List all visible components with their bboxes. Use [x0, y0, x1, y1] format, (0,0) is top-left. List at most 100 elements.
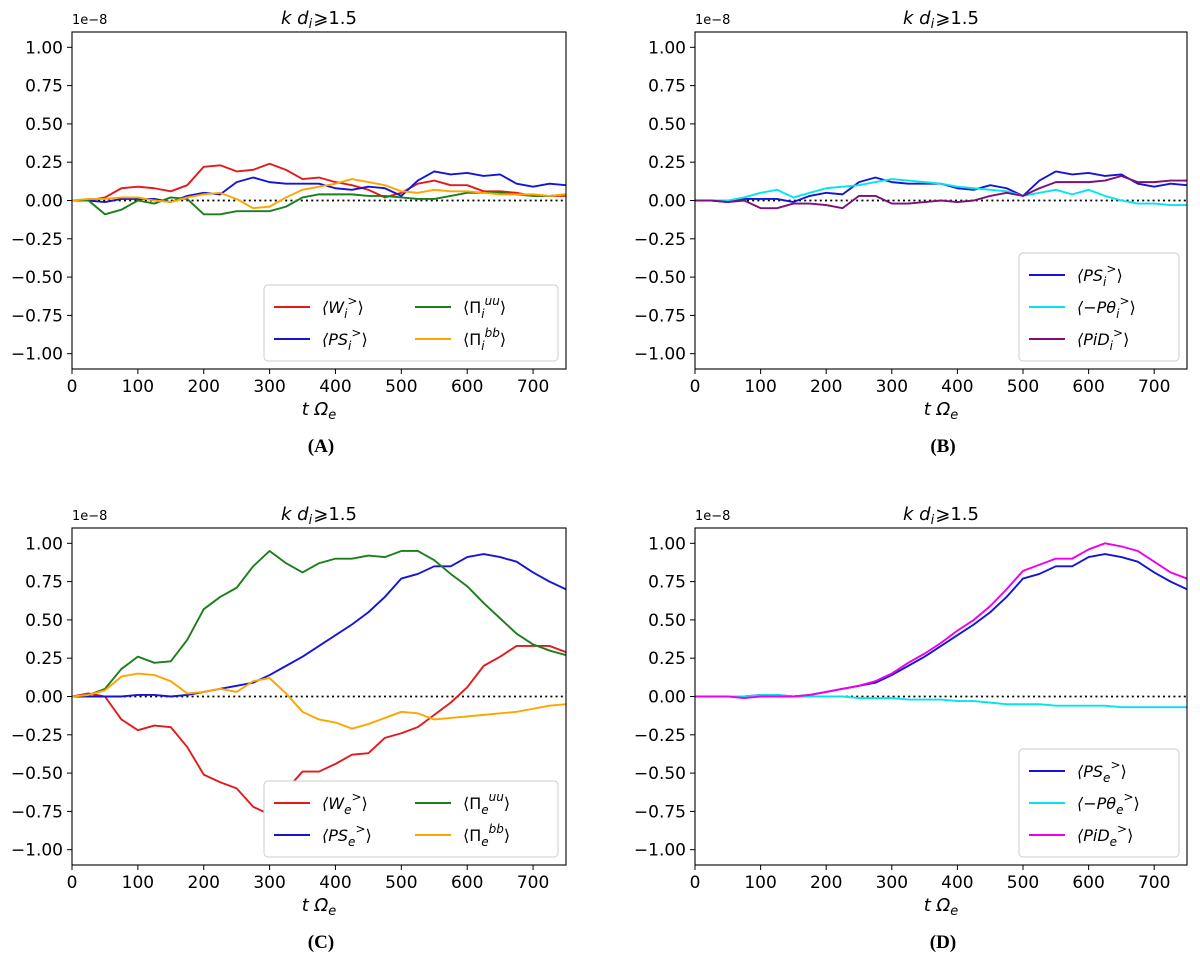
legend-main: ⟨−Pθ	[1077, 794, 1116, 813]
x-tick-label: 400	[941, 873, 973, 893]
series-line-4	[72, 178, 566, 210]
series-group	[72, 162, 566, 216]
y-tick-label: −0.50	[11, 764, 63, 784]
legend: ⟨We>⟩⟨PSe>⟩⟨Πeuu⟩⟨Πebb⟩	[263, 780, 559, 858]
series-line-3	[695, 175, 1187, 210]
y-tick-label: −0.75	[11, 802, 63, 822]
series-group	[695, 170, 1187, 210]
panel-caption: (C)	[308, 932, 334, 953]
y-tick-label: 0.75	[25, 573, 63, 593]
x-axis-label: t Ωe	[302, 399, 337, 423]
panel-caption: (D)	[930, 932, 956, 953]
y-tick-label: −1.00	[634, 841, 686, 861]
x-tick-label: 300	[253, 377, 285, 397]
legend-label-2: ⟨PSe>⟩	[322, 822, 372, 849]
title-main: k d	[903, 504, 931, 525]
y-tick-label: 1.00	[25, 534, 63, 554]
y-tick-label: 0.00	[648, 688, 686, 708]
y-tick-label: 0.50	[648, 611, 686, 631]
legend-close: ⟩	[1123, 330, 1129, 349]
legend-superscript: uu	[485, 294, 501, 308]
title-main: k d	[903, 8, 931, 29]
title-subscript: i	[931, 513, 935, 528]
x-tick-label: 700	[517, 873, 549, 893]
x-tick-label: 500	[1007, 873, 1039, 893]
y-tick-label: −0.50	[11, 268, 63, 288]
legend-close: ⟩	[1127, 826, 1133, 845]
legend-subscript: e	[1103, 771, 1110, 785]
y-tick-label: −0.25	[11, 726, 63, 746]
legend-superscript: bb	[485, 326, 501, 340]
legend-subscript: e	[481, 803, 488, 817]
legend-box	[1018, 748, 1180, 858]
y-tick-label: −0.50	[634, 268, 686, 288]
x-tick-label: 200	[810, 873, 842, 893]
panel-caption: (A)	[308, 436, 334, 457]
y-tick-label: 0.25	[25, 649, 63, 669]
legend-box	[263, 284, 559, 362]
legend-main: ⟨Π	[463, 794, 481, 813]
chart-title: k di⩾1.5	[281, 8, 357, 32]
legend-subscript: i	[348, 339, 352, 353]
legend-close: ⟩	[500, 298, 506, 317]
legend-label-3: ⟨Πeuu⟩	[463, 790, 510, 817]
x-tick-label: 400	[941, 377, 973, 397]
legend-subscript: e	[1116, 803, 1123, 817]
legend-superscript: >	[1106, 262, 1116, 276]
y-tick-label: 1.00	[25, 38, 63, 58]
x-tick-label: 0	[67, 377, 78, 397]
x-tick-label: 200	[188, 873, 220, 893]
legend-subscript: i	[344, 307, 348, 321]
series-line-2	[72, 170, 566, 203]
x-tick-label: 300	[876, 377, 908, 397]
axis-offset-multiplier: 1e−8	[695, 509, 730, 524]
y-tick-label: 0.75	[648, 573, 686, 593]
x-tick-label: 500	[385, 873, 417, 893]
x-tick-label: 0	[67, 873, 78, 893]
legend-superscript: uu	[489, 790, 505, 804]
legend-close: ⟩	[361, 330, 367, 349]
xlabel-main: t Ω	[302, 399, 329, 420]
x-tick-label: 600	[1072, 377, 1104, 397]
series-line-1	[695, 553, 1187, 698]
x-tick-label: 100	[744, 873, 776, 893]
series-line-2	[72, 553, 566, 698]
legend-label-1: ⟨PSi>⟩	[1077, 262, 1123, 289]
title-suffix: ⩾1.5	[935, 8, 979, 29]
title-suffix: ⩾1.5	[313, 504, 357, 525]
legend-main: ⟨Π	[463, 330, 481, 349]
legend-subscript: i	[1116, 307, 1120, 321]
legend-label-3: ⟨PiDe>⟩	[1077, 822, 1133, 849]
y-tick-label: −1.00	[11, 345, 63, 365]
legend: ⟨PSe>⟩⟨−Pθe>⟩⟨PiDe>⟩	[1018, 748, 1180, 858]
y-tick-label: −0.25	[634, 726, 686, 746]
legend-superscript: >	[1119, 294, 1129, 308]
axis-offset-multiplier: 1e−8	[72, 13, 107, 28]
legend-label-1: ⟨PSe>⟩	[1077, 758, 1127, 785]
title-subscript: i	[309, 17, 313, 32]
legend-main: ⟨PS	[1077, 762, 1103, 781]
x-axis-label: t Ωe	[302, 895, 337, 919]
axis-offset-multiplier: 1e−8	[695, 13, 730, 28]
xlabel-subscript: e	[950, 904, 958, 919]
y-tick-label: 1.00	[648, 534, 686, 554]
y-tick-label: 0.75	[25, 77, 63, 97]
series-line-3	[695, 542, 1187, 699]
x-tick-label: 700	[1138, 873, 1170, 893]
y-tick-label: −0.75	[11, 306, 63, 326]
legend-subscript: i	[481, 339, 485, 353]
y-tick-label: −0.25	[634, 230, 686, 250]
xlabel-subscript: e	[328, 408, 336, 423]
y-tick-label: −0.25	[11, 230, 63, 250]
title-suffix: ⩾1.5	[313, 8, 357, 29]
y-tick-label: 0.25	[25, 153, 63, 173]
y-tick-label: 0.00	[25, 688, 63, 708]
y-tick-label: 0.50	[648, 115, 686, 135]
legend-superscript: >	[1117, 822, 1127, 836]
x-tick-label: 600	[1072, 873, 1104, 893]
legend-superscript: >	[351, 790, 361, 804]
legend-subscript: i	[481, 307, 485, 321]
xlabel-main: t Ω	[924, 895, 951, 916]
legend-main: ⟨Π	[463, 826, 481, 845]
legend-subscript: e	[481, 835, 488, 849]
